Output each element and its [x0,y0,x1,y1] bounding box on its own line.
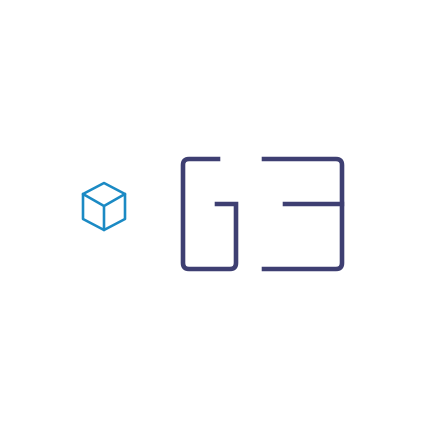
wordmark-letter-g [180,156,239,272]
wordmark-numeral-3 [261,156,345,272]
cube-inner-edges [81,192,127,208]
wordmark-text: G3 [0,0,2,1]
cube-icon [81,181,127,232]
